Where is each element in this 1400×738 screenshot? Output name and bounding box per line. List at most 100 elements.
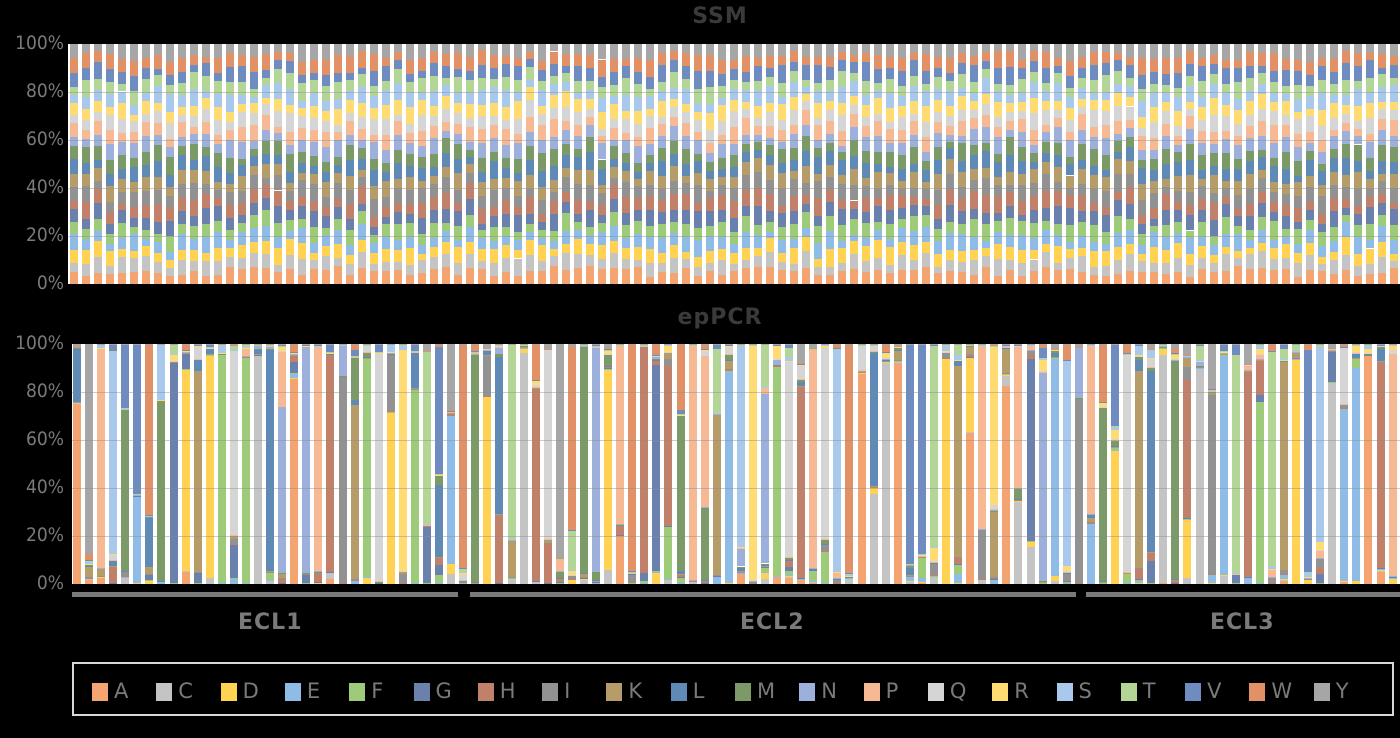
- bar-segment-G: [1147, 560, 1156, 584]
- bar-segment-V: [898, 71, 906, 87]
- bar-segment-G: [718, 209, 726, 222]
- bar-segment-D: [205, 354, 214, 578]
- bar-segment-Y: [85, 344, 94, 554]
- bar-segment-M: [130, 157, 138, 167]
- legend-swatch: [735, 683, 751, 701]
- bar-segment-I: [447, 412, 456, 415]
- bar-segment-F: [442, 222, 450, 231]
- bar-segment-D: [982, 248, 990, 257]
- bar-segment-N: [1078, 129, 1086, 145]
- bar-segment-E: [1018, 235, 1026, 251]
- bar-segment-S: [850, 80, 858, 96]
- bar-segment-A: [430, 269, 438, 284]
- bar-segment-P: [682, 122, 690, 137]
- bar-segment-C: [742, 260, 750, 268]
- bar-segment-P: [1243, 364, 1252, 371]
- bar-segment-V: [1078, 68, 1086, 78]
- bar-segment-C: [718, 260, 726, 275]
- bar-segment-Y: [526, 44, 534, 52]
- bar-segment-S: [382, 89, 390, 106]
- bar-segment-C: [1174, 257, 1182, 272]
- bar-segment-L: [826, 150, 834, 165]
- bar-segment-E: [406, 237, 414, 249]
- bar-segment-V: [214, 72, 222, 81]
- bar-segment-D: [730, 252, 738, 264]
- bar-segment-Y: [502, 44, 510, 57]
- bar-segment-N: [850, 126, 858, 141]
- bar-segment-N: [1006, 129, 1014, 138]
- bar-segment-A: [1378, 273, 1386, 284]
- bar-segment-S: [942, 344, 951, 352]
- bar-segment-F: [346, 230, 354, 245]
- bar-segment-P: [934, 121, 942, 134]
- bar-segment-Y: [430, 44, 438, 52]
- bar-segment-H: [82, 201, 90, 219]
- bar-segment-K: [1018, 174, 1026, 185]
- bar-segment-D: [579, 578, 588, 580]
- bar-segment-S: [85, 560, 94, 564]
- bar-segment-M: [1042, 141, 1050, 154]
- bar-segment-D: [1018, 250, 1026, 264]
- bar-segment-Q: [202, 109, 210, 122]
- bar-segment-M: [1234, 158, 1242, 169]
- bar-segment-M: [646, 154, 654, 164]
- bar-segment-Y: [1207, 344, 1216, 388]
- bar-segment-F: [1306, 219, 1314, 230]
- bar-segment-L: [166, 174, 174, 187]
- bar-segment-P: [555, 559, 564, 571]
- bar-segment-A: [130, 271, 138, 284]
- bar-segment-E: [502, 236, 510, 245]
- bar-segment-C: [1006, 260, 1014, 271]
- bar-segment-I: [466, 172, 474, 184]
- bar-segment-Y: [334, 44, 342, 56]
- bar-segment-R: [1138, 117, 1146, 128]
- stacked-bar: [676, 344, 685, 584]
- bar-segment-G: [970, 208, 978, 220]
- bar-segment-D: [310, 252, 318, 260]
- bar-segment-L: [898, 168, 906, 182]
- bar-segment-Y: [1330, 44, 1338, 60]
- bar-segment-K: [982, 167, 990, 179]
- bar-segment-Y: [478, 44, 486, 50]
- bar-segment-M: [370, 158, 378, 170]
- bar-segment-P: [874, 121, 882, 136]
- bar-segment-N: [394, 135, 402, 151]
- bar-segment-H: [778, 205, 786, 214]
- bar-segment-F: [1186, 230, 1194, 239]
- bar-segment-K: [790, 171, 798, 180]
- bar-segment-H: [1135, 568, 1144, 580]
- bar-segment-G: [694, 210, 702, 229]
- bar-segment-M: [670, 141, 678, 155]
- bar-segment-D: [604, 369, 613, 571]
- bar-segment-W: [145, 344, 154, 516]
- bar-segment-I: [694, 185, 702, 204]
- bar-segment-H: [495, 516, 504, 584]
- bar-segment-W: [1150, 58, 1158, 72]
- bar-segment-R: [958, 95, 966, 110]
- bar-segment-Y: [543, 344, 552, 349]
- bar-segment-N: [1159, 345, 1168, 347]
- bar-segment-Q: [802, 101, 810, 110]
- bar-segment-Q: [934, 111, 942, 122]
- bar-segment-P: [706, 142, 714, 153]
- bar-segment-Y: [1378, 44, 1386, 54]
- bar-segment-T: [1195, 344, 1204, 360]
- bar-segment-K: [862, 177, 870, 186]
- bar-segment-G: [562, 202, 570, 214]
- bar-segment-A: [946, 270, 954, 284]
- bar-segment-W: [394, 51, 402, 60]
- bar-segment-D: [1222, 247, 1230, 255]
- bar-segment-M: [1162, 148, 1170, 165]
- bar-segment-E: [724, 371, 733, 584]
- bar-segment-K: [1150, 180, 1158, 193]
- bar-segment-M: [350, 356, 359, 400]
- bar-segment-N: [1246, 137, 1254, 151]
- bar-segment-G: [730, 218, 738, 233]
- bar-segment-I: [394, 188, 402, 204]
- bar-segment-R: [1210, 97, 1218, 115]
- bar-segment-A: [1042, 266, 1050, 284]
- bar-segment-W: [766, 55, 774, 68]
- bar-segment-F: [310, 226, 318, 244]
- bar-segment-E: [382, 236, 390, 249]
- stacked-bar: [298, 44, 306, 284]
